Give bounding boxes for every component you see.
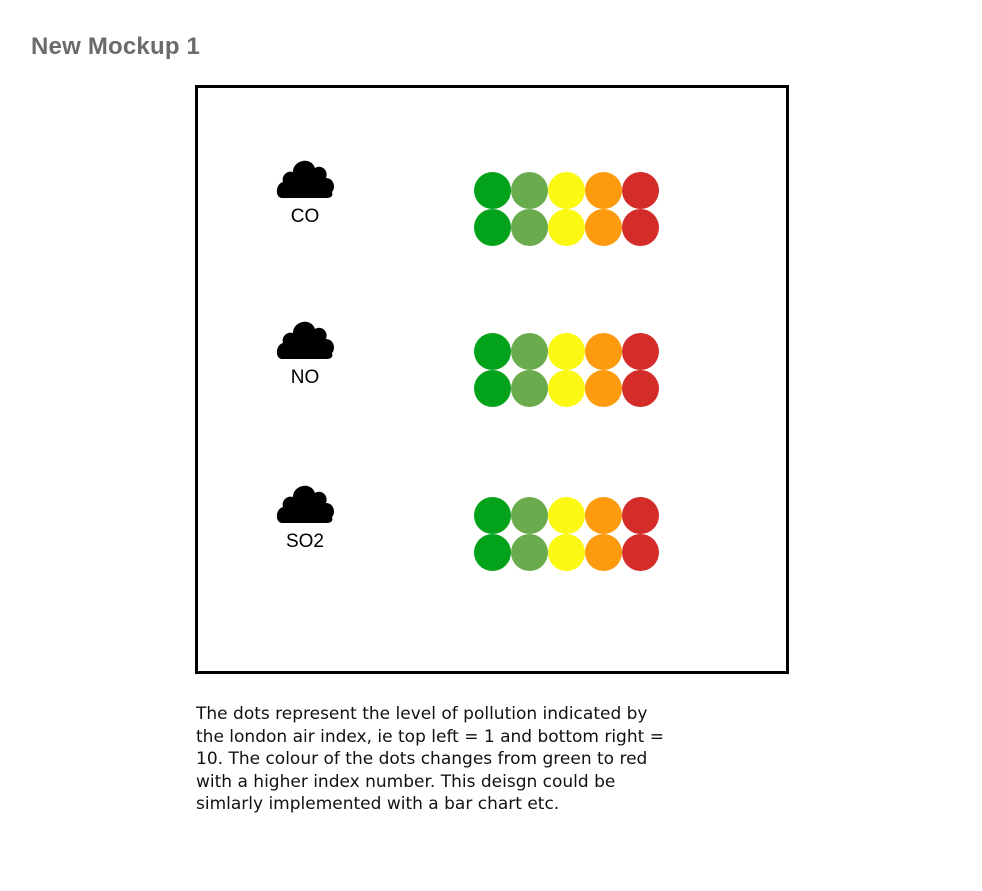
pollution-dot bbox=[585, 370, 622, 407]
pollution-dot bbox=[511, 333, 548, 370]
pollution-dot bbox=[511, 172, 548, 209]
mockup-frame: CO NO bbox=[195, 85, 789, 674]
pollution-dot bbox=[511, 534, 548, 571]
cloud-icon bbox=[276, 321, 334, 359]
pollution-dot bbox=[585, 497, 622, 534]
pollutant-label: CO bbox=[290, 206, 320, 227]
pollution-dot bbox=[622, 172, 659, 209]
pollution-dot bbox=[622, 497, 659, 534]
pollution-dot bbox=[585, 209, 622, 246]
description-line: with a higher index number. This deisgn … bbox=[196, 771, 616, 792]
pollutant-row-so2: SO2 bbox=[198, 481, 786, 591]
pollution-dot bbox=[474, 534, 511, 571]
cloud-icon bbox=[276, 160, 334, 198]
pollution-dot bbox=[622, 370, 659, 407]
description-text: The dots represent the level of pollutio… bbox=[196, 703, 796, 845]
pollution-dot bbox=[474, 172, 511, 209]
pollution-dot bbox=[548, 497, 585, 534]
description-line: simlarly implemented with a bar chart et… bbox=[196, 794, 560, 814]
pollutant-label: SO2 bbox=[285, 531, 325, 552]
pollution-dot bbox=[622, 534, 659, 571]
pollution-dot bbox=[548, 370, 585, 407]
description-line: 10. The colour of the dots changes from … bbox=[196, 749, 648, 769]
pollution-dot bbox=[585, 333, 622, 370]
cloud-icon bbox=[276, 485, 334, 523]
description-line: The dots represent the level of pollutio… bbox=[196, 704, 648, 724]
pollutant-row-no: NO bbox=[198, 317, 786, 427]
pollutant-row-co: CO bbox=[198, 156, 786, 266]
pollutant-label: NO bbox=[290, 367, 320, 388]
pollution-dot bbox=[474, 333, 511, 370]
description-line: the london air index, ie top left = 1 an… bbox=[196, 726, 664, 747]
pollution-dot bbox=[548, 172, 585, 209]
pollution-dot bbox=[474, 370, 511, 407]
pollution-dot bbox=[548, 333, 585, 370]
pollution-dot bbox=[622, 333, 659, 370]
pollution-dot-grid bbox=[474, 497, 662, 571]
pollution-dot bbox=[511, 209, 548, 246]
pollution-dot-grid bbox=[474, 333, 662, 407]
pollution-dot bbox=[585, 172, 622, 209]
pollution-dot bbox=[548, 534, 585, 571]
pollution-dot bbox=[511, 370, 548, 407]
pollution-dot bbox=[474, 209, 511, 246]
pollution-dot bbox=[548, 209, 585, 246]
page-title: New Mockup 1 bbox=[31, 33, 201, 60]
pollution-dot bbox=[585, 534, 622, 571]
pollution-dot bbox=[474, 497, 511, 534]
pollution-dot bbox=[511, 497, 548, 534]
pollution-dot-grid bbox=[474, 172, 662, 246]
pollution-dot bbox=[622, 209, 659, 246]
